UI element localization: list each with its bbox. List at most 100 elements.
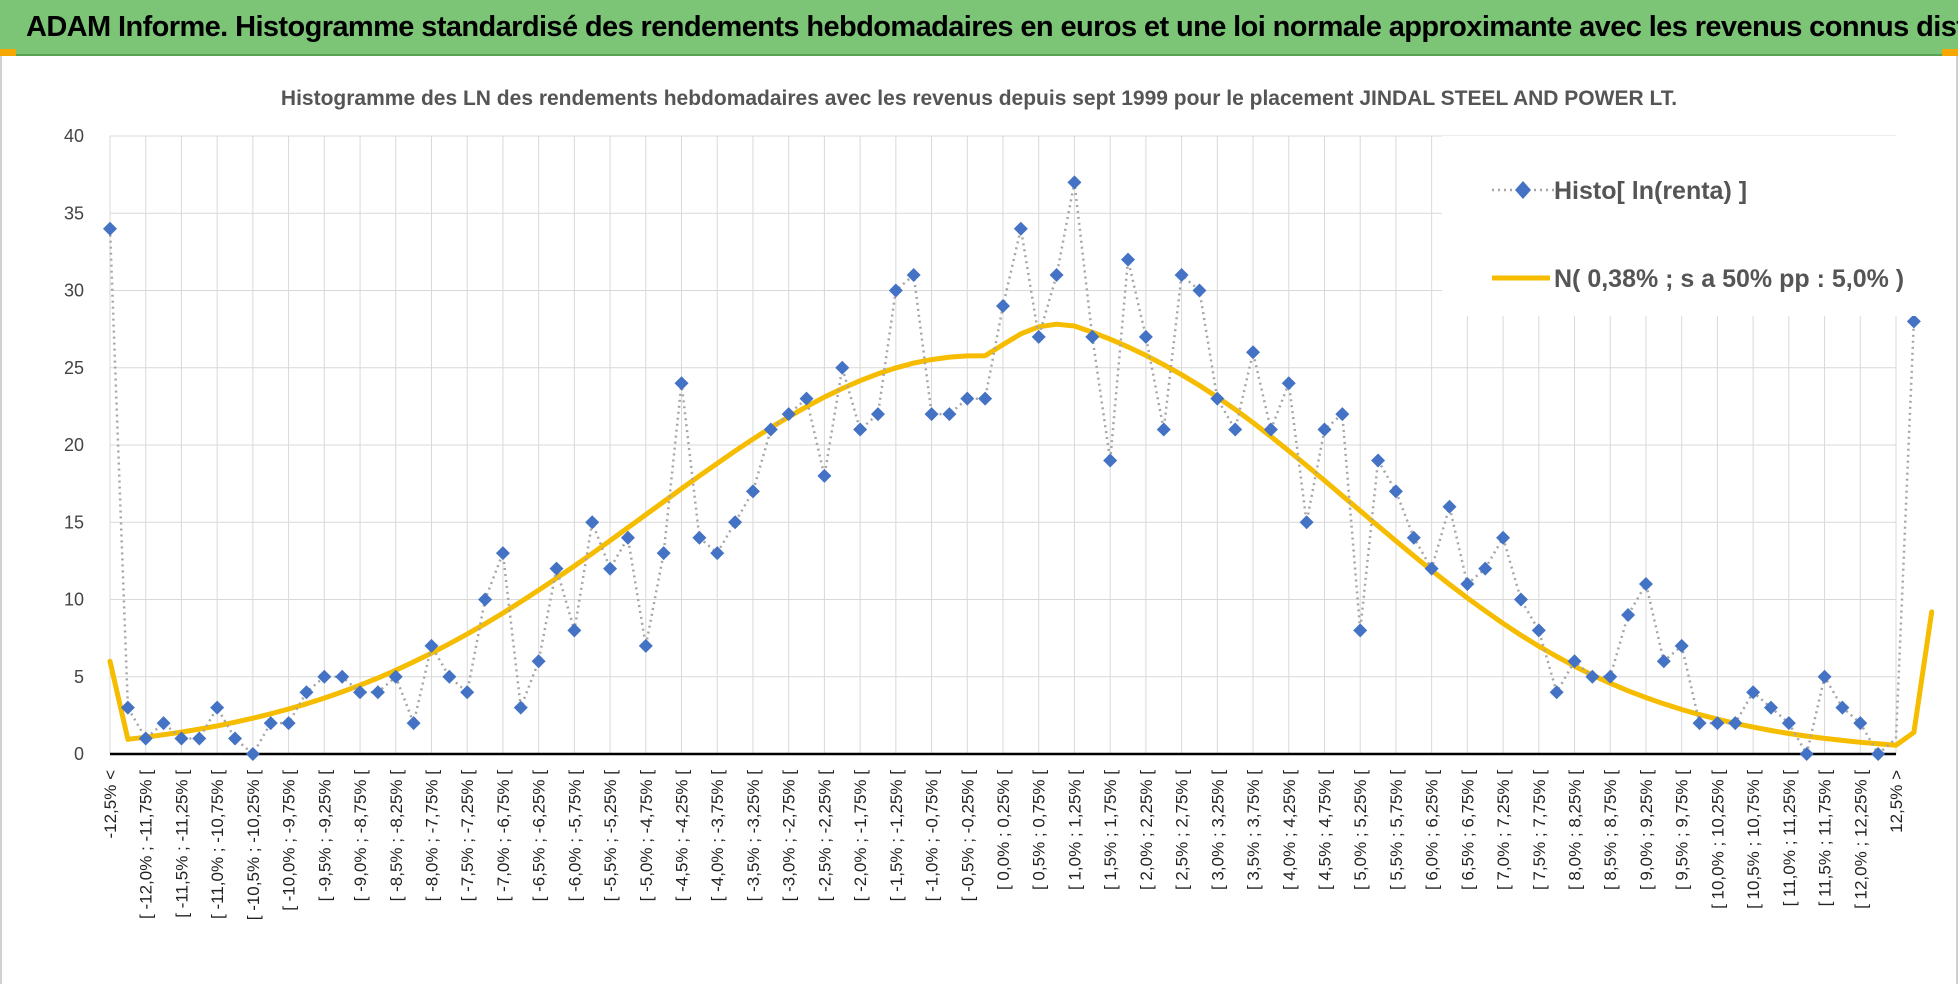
histogram-point [1138,329,1153,344]
histogram-point [103,221,117,236]
histogram-point [1567,654,1582,669]
x-tick-label: [ -8,0% ; -7,75% [ [422,770,441,902]
histogram-point [1388,484,1403,499]
x-tick-label: [ -1,0% ; -0,75% [ [923,770,942,902]
histogram-point [1656,654,1671,669]
legend-background [1442,136,1942,316]
x-tick-label: [ -9,0% ; -8,75% [ [351,770,370,902]
histogram-point [728,515,743,530]
series-layer [103,175,1935,761]
legend-histo-marker [1515,181,1531,199]
histogram-point [817,468,832,483]
histogram-point [1799,747,1814,761]
y-tick-label: 35 [64,203,84,223]
histogram-point [1067,175,1082,190]
histogram-point [1496,530,1511,545]
histogram-point [799,391,814,406]
x-tick-label: [ -10,0% ; -9,75% [ [280,770,299,911]
legend-label-normal: N( 0,38% ; s a 50% pp : 5,0% ) [1554,265,1904,293]
x-tick-label: [ -9,5% ; -9,25% [ [315,770,334,902]
histogram-point [656,546,671,561]
histogram-point [1638,577,1653,592]
histogram-point [370,685,385,700]
x-tick-label: [ -4,5% ; -4,25% [ [673,770,692,902]
histogram-point [1049,268,1064,283]
histogram-point [281,716,296,731]
x-tick-label: [ 3,0% ; 3,25% [ [1208,770,1227,890]
x-tick-label: [ -3,0% ; -2,75% [ [780,770,799,902]
histogram-point [1424,561,1439,576]
y-tick-label: 30 [64,281,84,301]
x-tick-label: [ 1,5% ; 1,75% [ [1101,770,1120,890]
x-tick-label: [ -0,5% ; -0,25% [ [958,770,977,902]
y-tick-label: 15 [64,512,84,532]
x-tick-label: 12,5% > [1887,770,1906,833]
histogram-point [567,623,582,638]
histogram-point [442,669,457,684]
histogram-point [763,422,778,437]
x-tick-label: [ 1,0% ; 1,25% [ [1065,770,1084,890]
x-tick-label: [ -12,0% ; -11,75% [ [137,770,156,919]
histogram-point [120,700,135,715]
histogram-point [1371,453,1386,468]
report-banner: ADAM Informe. Histogramme standardisé de… [0,0,1958,56]
histogram-point [1835,700,1850,715]
histogram-point [1853,716,1868,731]
histogram-point [1674,638,1689,653]
histogram-point [1353,623,1368,638]
histogram-point [835,360,850,375]
histogram-point [1442,499,1457,514]
histogram-point [603,561,618,576]
x-tick-label: [ 5,0% ; 5,25% [ [1351,770,1370,890]
x-tick-label: [ 2,5% ; 2,75% [ [1173,770,1192,890]
x-tick-label: [ 11,5% ; 11,75% [ [1816,770,1835,907]
x-tick-label: [ 12,0% ; 12,25% [ [1851,770,1870,909]
x-tick-label: [ -7,5% ; -7,25% [ [458,770,477,902]
histogram-point [1710,716,1725,731]
histogram-point [924,407,939,422]
histogram-point [335,669,350,684]
x-tick-label: [ 6,5% ; 6,75% [ [1458,770,1477,890]
histogram-point [1192,283,1207,298]
histogram-point [549,561,564,576]
histogram-point [1817,669,1832,684]
corner-mark-left [0,49,16,56]
histogram-point [1871,747,1886,761]
histogram-point [620,530,635,545]
histogram-point [870,407,885,422]
histogram-point [478,592,493,607]
histogram-point [424,638,439,653]
histogram-point [1156,422,1171,437]
x-tick-label: [ 0,0% ; 0,25% [ [994,770,1013,890]
x-tick-label: [ -7,0% ; -6,75% [ [494,770,513,902]
histogram-point [1299,515,1314,530]
x-tick-label: [ 11,0% ; 11,25% [ [1780,770,1799,907]
histogram-point [1085,329,1100,344]
histogram-line [108,182,1916,758]
histogram-point [460,685,475,700]
histogram-point [1121,252,1136,267]
x-tick-label: [ -6,5% ; -6,25% [ [530,770,549,902]
histogram-point [1103,453,1118,468]
x-tick-label: [ 2,0% ; 2,25% [ [1137,770,1156,890]
x-tick-label: [ 4,5% ; 4,75% [ [1315,770,1334,890]
histogram-point [353,685,368,700]
histogram-point [156,716,171,731]
chart-title: Histogramme des LN des rendements hebdom… [281,87,1677,110]
y-tick-label: 10 [64,590,84,610]
histogram-point [138,731,153,746]
y-tick-label: 25 [64,358,84,378]
histogram-point [745,484,760,499]
histogram-point [263,716,278,731]
chart-svg: 0 5 10 15 20 25 30 35 40 -12,5% < [ -12,0% ; -11,7… [64,87,1942,920]
histogram-point [1621,607,1636,622]
x-tick-label: [ 9,0% ; 9,25% [ [1637,770,1656,890]
histogram-point [1478,561,1493,576]
x-tick-label: [ -4,0% ; -3,75% [ [708,770,727,902]
histogram-point [1906,314,1921,329]
histogram-point [513,700,528,715]
x-tick-label: [ -2,5% ; -2,25% [ [815,770,834,902]
histogram-point [1335,407,1350,422]
histogram-point [388,669,403,684]
histogram-point [1692,716,1707,731]
